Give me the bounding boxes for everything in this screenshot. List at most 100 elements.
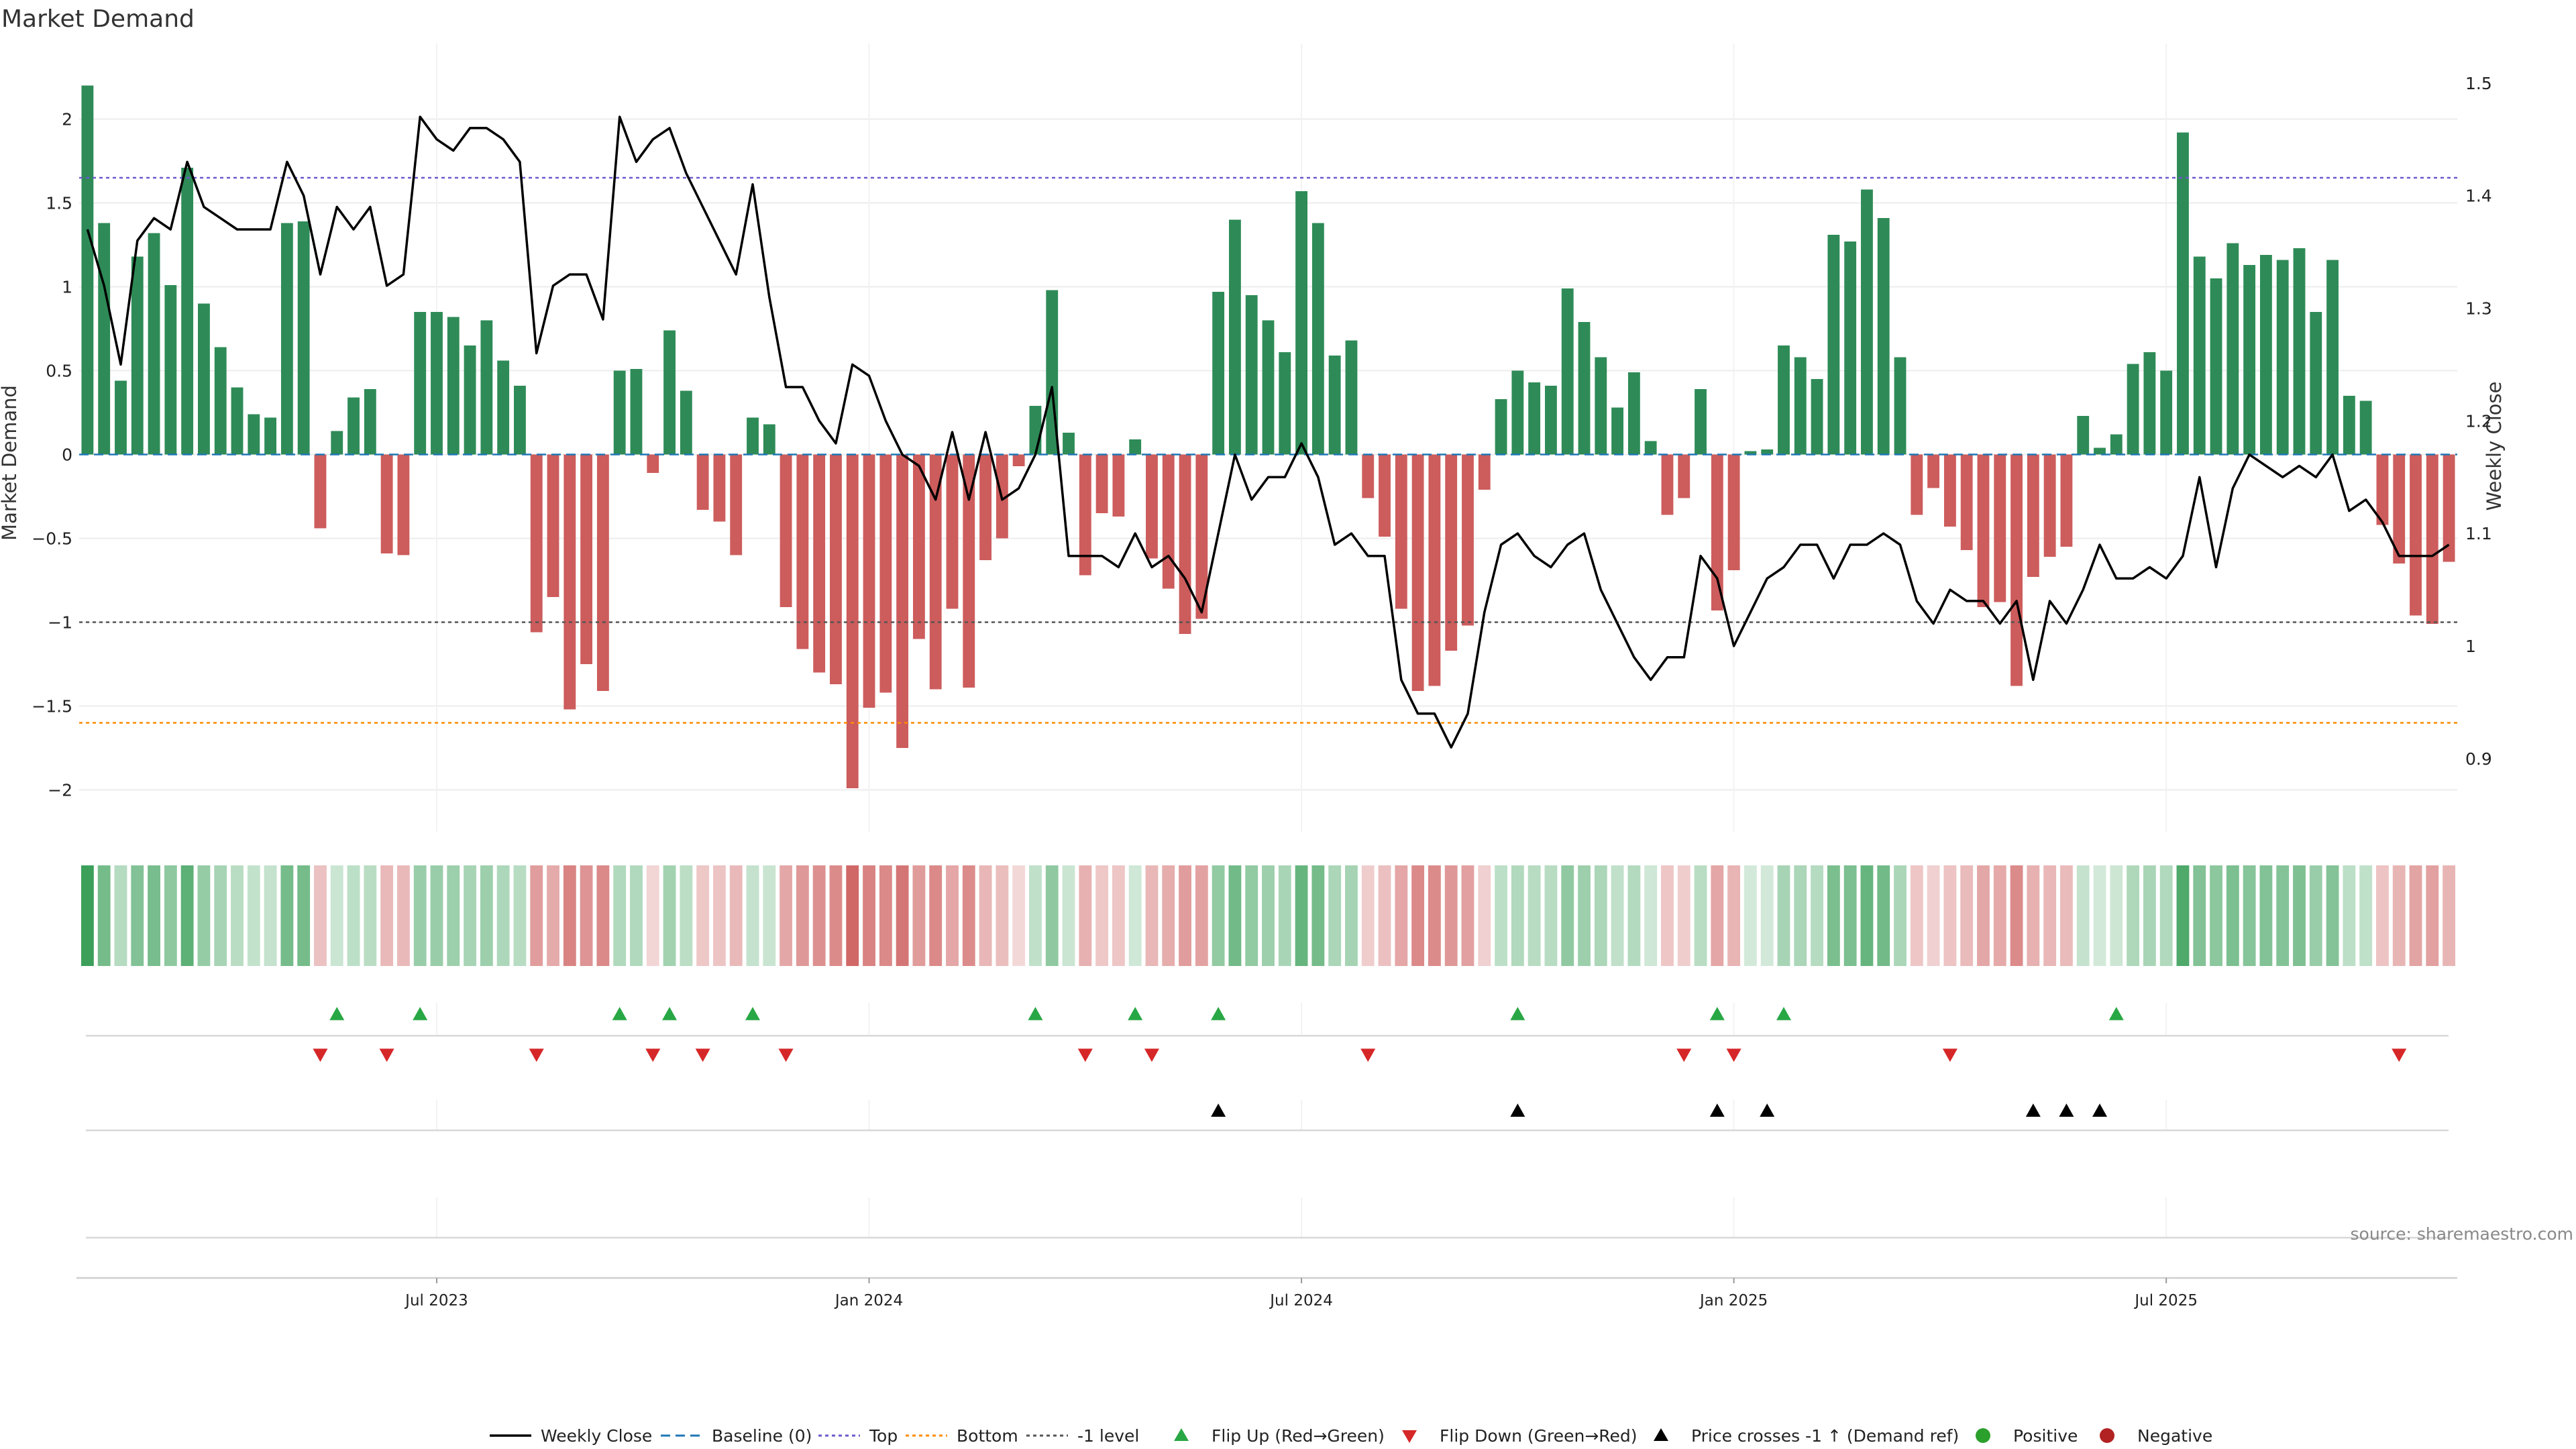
demand-bar [1095, 454, 1108, 513]
demand-bar [813, 454, 826, 673]
demand-bar [730, 454, 743, 555]
demand-bar [164, 285, 177, 455]
y-tick-label: 1 [62, 278, 72, 297]
heat-cell [2309, 865, 2322, 966]
heat-cell [2010, 865, 2023, 966]
heat-cell [663, 865, 676, 966]
heat-cell [2326, 865, 2339, 966]
demand-bar [2443, 454, 2455, 562]
flip-down-marker [1676, 1049, 1692, 1062]
demand-bar [696, 454, 709, 510]
price-line-layer [86, 115, 2450, 749]
weekly-close-line [86, 115, 2450, 749]
demand-bar [264, 417, 277, 455]
heat-cell [1012, 865, 1026, 966]
demand-bar [2276, 260, 2289, 455]
heat-cell [613, 865, 627, 966]
demand-bar [1711, 454, 1723, 610]
demand-bar [1927, 454, 1940, 488]
demand-bar [181, 168, 194, 455]
demand-bar [1727, 454, 1740, 570]
y2-tick-label: 1.3 [2465, 299, 2492, 318]
y2-tick-label: 1.4 [2465, 186, 2492, 206]
flip-down-marker [1360, 1049, 1376, 1062]
heat-cell [496, 865, 510, 966]
heat-cell [1827, 865, 1840, 966]
demand-bar [1561, 288, 1574, 455]
demand-bar [115, 380, 127, 455]
heat-cell [563, 865, 576, 966]
heat-cell [1561, 865, 1574, 966]
demand-bar [580, 454, 593, 664]
flip-down-marker [1144, 1049, 1159, 1062]
reference-levels [79, 176, 2457, 724]
heat-cell [447, 865, 460, 966]
x-tick-label: Jul 2024 [1269, 1292, 1333, 1309]
demand-bar [1179, 454, 1191, 634]
demand-bar [2310, 312, 2322, 455]
flip-down-marker [2392, 1049, 2407, 1062]
legend-swatch-flip-down [1402, 1430, 1417, 1443]
x-tick-label: Jan 2024 [834, 1292, 903, 1309]
demand-bar [863, 454, 875, 708]
heat-cell [2226, 865, 2239, 966]
demand-bar [1611, 407, 1624, 455]
heat-cell [1478, 865, 1491, 966]
heat-cell [164, 865, 177, 966]
demand-bar [1595, 357, 1607, 455]
demand-bars [81, 85, 2455, 788]
y2-tick-label: 1.5 [2465, 74, 2492, 93]
heat-cell [1843, 865, 1857, 966]
heat-cell [1711, 865, 1724, 966]
demand-bar [1644, 441, 1657, 455]
demand-bar [2010, 454, 2023, 686]
demand-bar [929, 454, 942, 690]
demand-bar [1911, 454, 1923, 515]
flip-up-marker [1028, 1007, 1043, 1020]
heat-cell [1361, 865, 1375, 966]
demand-bar [2094, 447, 2106, 455]
demand-bar [1678, 454, 1690, 498]
flip-down-marker [379, 1049, 394, 1062]
heat-cell [480, 865, 493, 966]
heat-cell [1145, 865, 1159, 966]
heat-cell [2392, 865, 2406, 966]
heat-cell [2243, 865, 2256, 966]
y2-tick-label: 1 [2465, 637, 2476, 656]
heat-cell [1743, 865, 1757, 966]
legend-label: -1 level [1077, 1426, 1139, 1446]
legend-label: Weekly Close [541, 1426, 652, 1446]
heat-cell [1128, 865, 1142, 966]
demand-bar [963, 454, 975, 688]
event-markers [86, 1003, 2449, 1239]
heat-cell [1311, 865, 1325, 966]
heat-cell [1960, 865, 1974, 966]
heat-cell [1527, 865, 1541, 966]
demand-bar [1295, 191, 1308, 455]
heat-cell [1262, 865, 1275, 966]
demand-bar [946, 454, 959, 609]
demand-bar [414, 312, 427, 455]
y-tick-label: 2 [62, 110, 72, 129]
heat-cell [2376, 865, 2389, 966]
demand-bar [2259, 255, 2272, 455]
x-tick-label: Jul 2023 [404, 1292, 468, 1309]
demand-bar [1079, 454, 1091, 576]
heat-cell [380, 865, 394, 966]
flip-down-marker [313, 1049, 328, 1062]
heat-cell [1461, 865, 1474, 966]
heat-cell [1578, 865, 1591, 966]
heat-cell [796, 865, 809, 966]
heat-cell [214, 865, 227, 966]
demand-bar [148, 233, 160, 455]
heat-cell [746, 865, 759, 966]
heat-cell [1644, 865, 1658, 966]
demand-bar [1744, 451, 1757, 455]
demand-bar [1212, 292, 1225, 455]
heat-cell [1428, 865, 1441, 966]
demand-bar [497, 360, 510, 455]
heat-cell [180, 865, 194, 966]
heat-cell [1794, 865, 1807, 966]
heat-cell [1278, 865, 1291, 966]
demand-bar [1012, 454, 1025, 466]
